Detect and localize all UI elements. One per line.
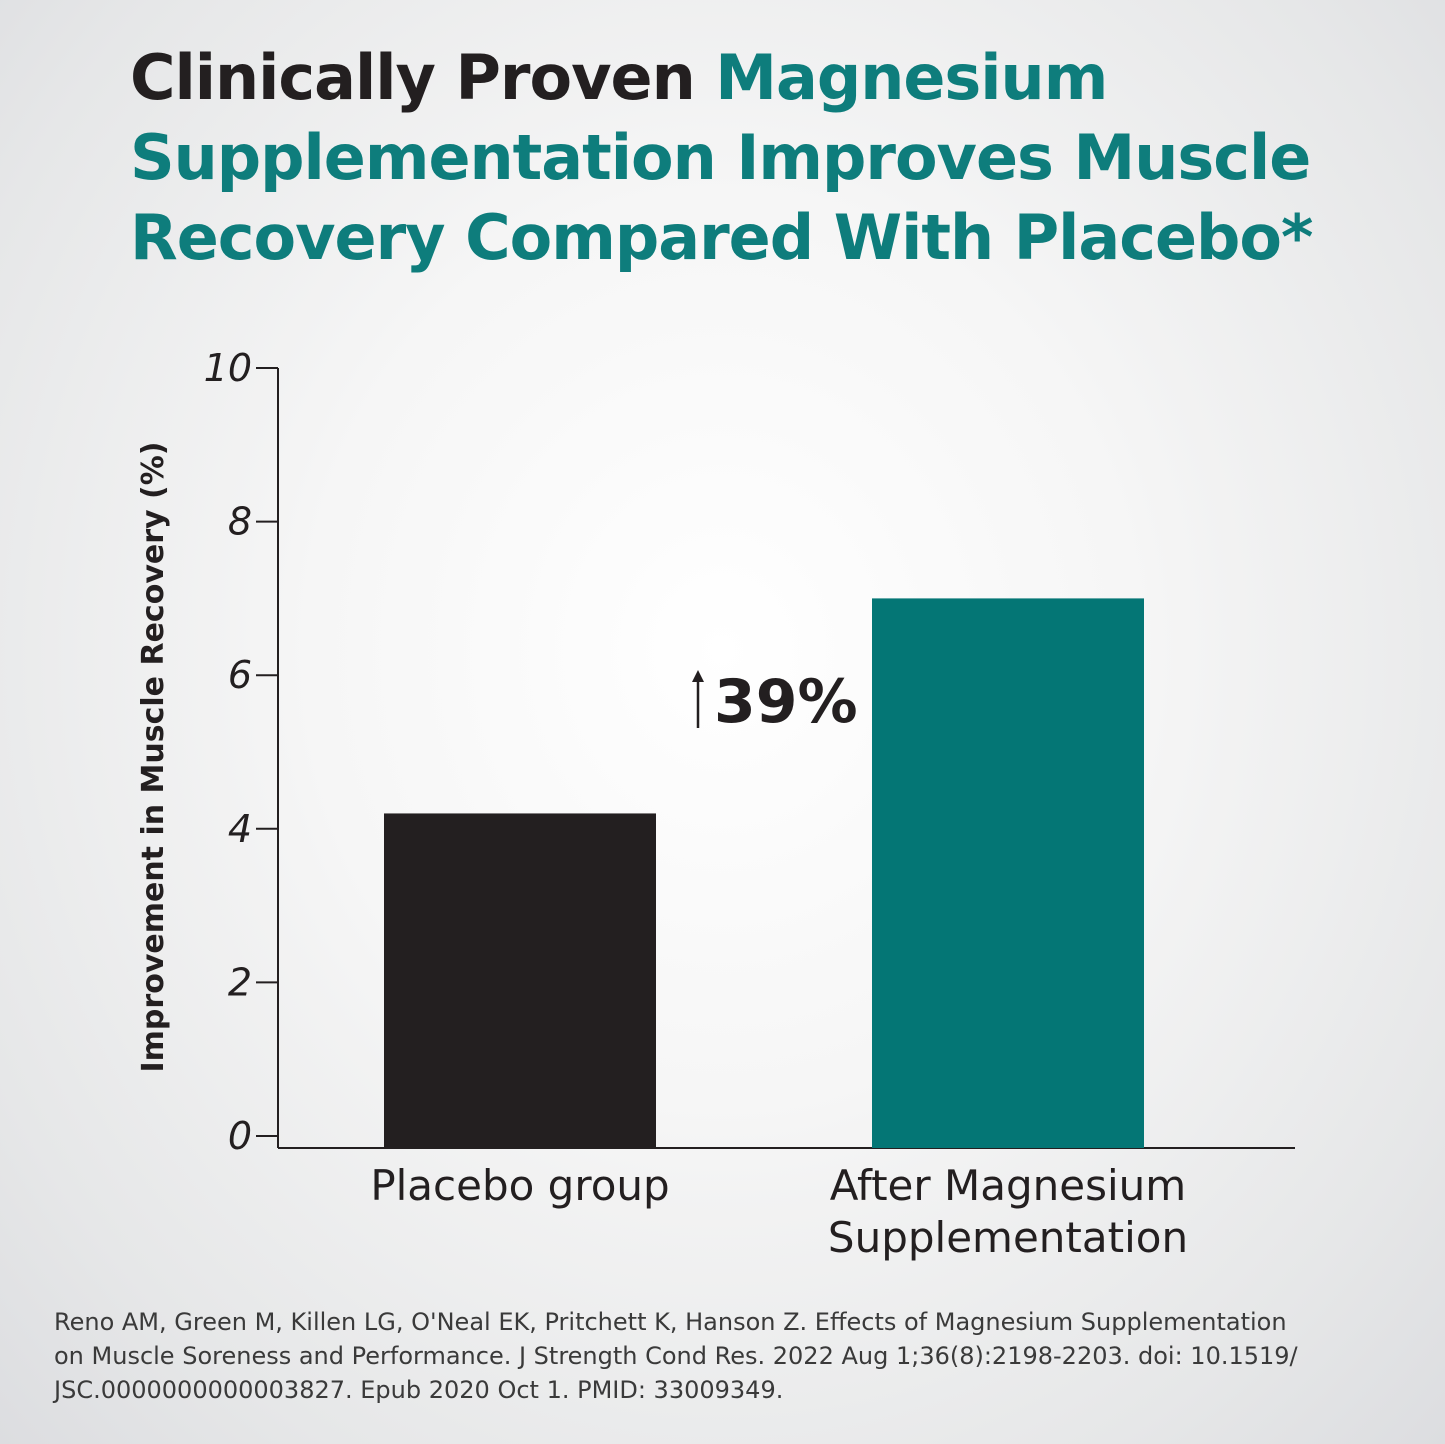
citation-line: on Muscle Soreness and Performance. J St… xyxy=(54,1342,1298,1370)
bar-magnesium xyxy=(872,598,1144,1148)
y-tick-label: 6 xyxy=(228,653,252,697)
citation-line: JSC.0000000000003827. Epub 2020 Oct 1. P… xyxy=(54,1376,784,1404)
bars xyxy=(384,598,1144,1148)
increase-percent-label: 39% xyxy=(714,667,858,737)
y-axis: 0 2 4 6 8 10 xyxy=(204,346,279,1158)
y-tick-label: 10 xyxy=(204,346,252,390)
citation: Reno AM, Green M, Killen LG, O'Neal EK, … xyxy=(54,1305,1414,1407)
category-labels: Placebo group After MagnesiumSupplementat… xyxy=(370,1161,1188,1262)
category-label: Supplementation xyxy=(828,1213,1188,1262)
arrow-up-icon-head xyxy=(692,670,704,682)
citation-line: Reno AM, Green M, Killen LG, O'Neal EK, … xyxy=(54,1308,1287,1336)
y-axis-label: Improvement in Muscle Recovery (%) xyxy=(136,442,171,1073)
annotation: 39% xyxy=(692,667,858,737)
bar-placebo xyxy=(384,813,656,1148)
y-tick-label: 2 xyxy=(228,960,252,1004)
category-label: Placebo group xyxy=(370,1161,669,1210)
y-tick-label: 0 xyxy=(228,1114,252,1158)
y-tick-label: 8 xyxy=(228,500,252,544)
chart-title: Clinically Proven Magnesium Supplementat… xyxy=(130,38,1390,278)
title-part-dark: Clinically Proven xyxy=(130,41,716,114)
category-label: After Magnesium xyxy=(830,1161,1186,1210)
y-tick-label: 4 xyxy=(228,807,252,851)
title-part-teal: Magnesium Supplementation Improves Muscl… xyxy=(130,41,1313,274)
